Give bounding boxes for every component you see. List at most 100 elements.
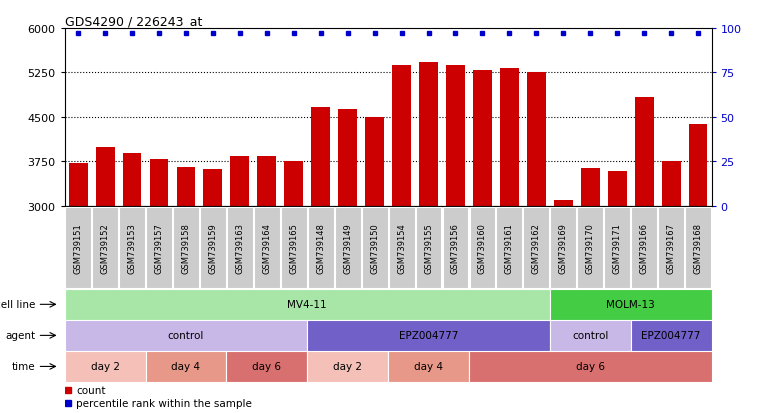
Bar [550,289,712,320]
Bar [631,207,657,288]
Bar [307,320,550,351]
Bar [200,207,226,288]
Text: day 4: day 4 [414,361,443,372]
Text: GSM739165: GSM739165 [289,223,298,273]
Text: GSM739160: GSM739160 [478,223,487,273]
Bar [496,207,522,288]
Text: day 2: day 2 [333,361,362,372]
Bar [631,320,712,351]
Bar [500,69,519,206]
Bar [335,207,361,288]
Bar [604,207,630,288]
Text: GSM739162: GSM739162 [532,223,541,273]
Text: EPZ004777: EPZ004777 [642,330,701,341]
Bar [285,162,303,206]
Bar [257,157,276,206]
Text: GSM739171: GSM739171 [613,223,622,273]
Bar [177,167,196,206]
Bar [338,110,357,206]
Bar [254,207,280,288]
Bar [473,70,492,206]
Bar [469,351,712,382]
Text: control: control [572,330,609,341]
Text: day 6: day 6 [253,361,282,372]
Text: MV4-11: MV4-11 [288,299,327,310]
Bar [527,73,546,206]
Bar [145,351,227,382]
Text: GSM739156: GSM739156 [451,223,460,273]
Bar [92,207,118,288]
Bar [689,124,708,206]
Text: GSM739149: GSM739149 [343,223,352,273]
Bar [661,161,680,206]
Text: percentile rank within the sample: percentile rank within the sample [76,398,252,408]
Bar [578,207,603,288]
Bar [419,63,438,206]
Text: cell line: cell line [0,299,36,310]
Bar [635,98,654,206]
Bar [581,169,600,206]
Bar [307,207,333,288]
Text: GSM739158: GSM739158 [181,223,190,273]
Bar [65,207,91,288]
Text: day 6: day 6 [576,361,605,372]
Bar [685,207,711,288]
Text: GSM739164: GSM739164 [263,223,272,273]
Text: MOLM-13: MOLM-13 [607,299,655,310]
Bar [96,147,115,206]
Bar [65,320,307,351]
Bar [231,157,250,206]
Text: EPZ004777: EPZ004777 [399,330,458,341]
Text: GSM739150: GSM739150 [370,223,379,273]
Bar [658,207,684,288]
Bar [608,171,626,206]
Bar [146,207,172,288]
Bar [68,163,88,206]
Text: GSM739169: GSM739169 [559,223,568,273]
Text: GSM739170: GSM739170 [586,223,595,273]
Bar [119,207,145,288]
Bar [524,207,549,288]
Bar [227,207,253,288]
Bar [365,118,384,206]
Bar [443,207,469,288]
Bar [65,351,145,382]
Text: agent: agent [5,330,36,341]
Bar [470,207,495,288]
Text: control: control [167,330,204,341]
Text: GDS4290 / 226243_at: GDS4290 / 226243_at [65,15,202,28]
Text: GSM739167: GSM739167 [667,222,676,273]
Text: day 2: day 2 [91,361,119,372]
Bar [416,207,441,288]
Text: GSM739157: GSM739157 [154,223,164,273]
Bar [554,201,573,206]
Text: GSM739159: GSM739159 [209,223,218,273]
Text: GSM739153: GSM739153 [128,223,136,273]
Text: time: time [12,361,36,372]
Bar [65,289,550,320]
Text: GSM739163: GSM739163 [235,222,244,273]
Bar [307,351,388,382]
Text: day 4: day 4 [171,361,200,372]
Text: GSM739168: GSM739168 [693,222,702,273]
Bar [550,207,576,288]
Text: GSM739166: GSM739166 [640,222,648,273]
Bar [311,108,330,206]
Bar [388,351,469,382]
Text: GSM739152: GSM739152 [100,223,110,273]
Bar [123,153,142,206]
Text: count: count [76,385,106,395]
Text: GSM739161: GSM739161 [505,223,514,273]
Text: GSM739151: GSM739151 [74,223,83,273]
Bar [550,320,631,351]
Text: GSM739155: GSM739155 [424,223,433,273]
Bar [361,207,387,288]
Bar [392,66,411,206]
Bar [173,207,199,288]
Text: GSM739154: GSM739154 [397,223,406,273]
Bar [203,170,222,206]
Bar [446,66,465,206]
Bar [227,351,307,382]
Bar [150,159,168,206]
Text: GSM739148: GSM739148 [317,223,325,273]
